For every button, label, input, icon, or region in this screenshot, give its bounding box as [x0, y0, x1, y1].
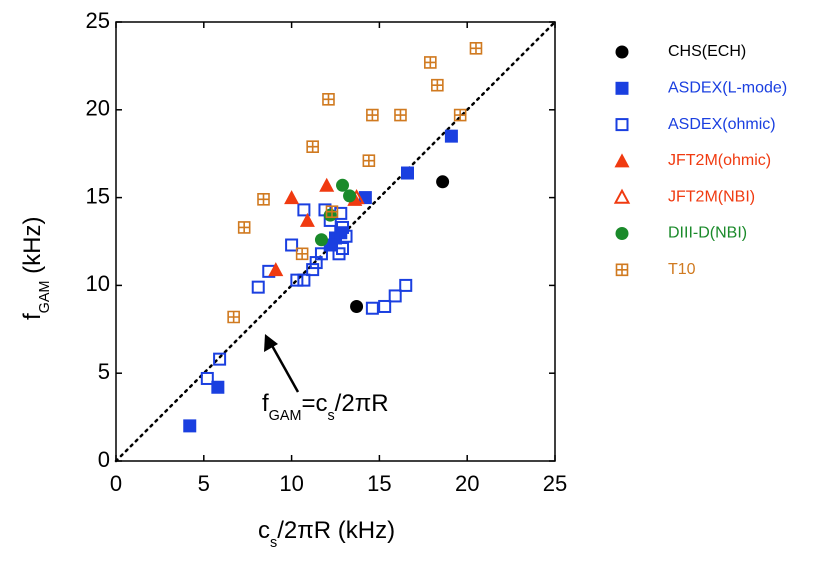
point: [285, 238, 299, 252]
point: [200, 371, 214, 385]
point: [314, 247, 328, 261]
y-tick-label: 10: [86, 271, 110, 296]
point: [306, 263, 320, 277]
point: [343, 189, 357, 203]
point: [336, 178, 350, 192]
legend-marker: [614, 153, 630, 168]
point: [399, 278, 413, 292]
point: [284, 190, 300, 205]
point: [322, 92, 335, 106]
legend-marker: [615, 227, 629, 240]
point: [251, 280, 265, 294]
annotation-part: =c: [301, 390, 327, 417]
point: [339, 229, 353, 243]
annotation-part: /2πR: [335, 390, 389, 417]
point: [400, 166, 414, 180]
y-tick-label: 0: [98, 447, 110, 472]
point: [362, 154, 376, 168]
point: [388, 289, 402, 303]
point: [350, 299, 364, 313]
point: [268, 262, 284, 277]
legend-label: CHS(ECH): [668, 43, 746, 60]
legend-marker: [615, 118, 629, 132]
point: [336, 242, 350, 256]
x-axis-label-part: c: [258, 517, 270, 544]
x-tick-label: 5: [198, 471, 210, 496]
point: [453, 108, 467, 122]
point: [257, 193, 270, 206]
y-tick-label: 15: [86, 183, 110, 208]
legend-marker: [615, 81, 629, 95]
y-tick-label: 5: [98, 359, 110, 384]
point: [213, 352, 227, 366]
point: [365, 301, 379, 315]
x-axis-label: cs/2πR (kHz): [258, 517, 395, 550]
x-tick-label: 15: [367, 471, 391, 496]
y-axis-label-part: (kHz): [19, 217, 46, 281]
legend-label: JFT2M(NBI): [668, 188, 755, 205]
point: [394, 108, 407, 122]
x-tick-label: 0: [110, 471, 122, 496]
point: [366, 108, 379, 122]
y-axis-label-part: GAM: [37, 281, 53, 314]
y-tick-label: 25: [86, 8, 110, 33]
legend-label: DIII-D(NBI): [668, 225, 747, 242]
point: [227, 310, 240, 324]
x-tick-label: 25: [543, 471, 567, 496]
point: [378, 299, 392, 313]
legend-marker: [613, 188, 631, 204]
y-tick-label: 20: [86, 96, 110, 121]
point: [299, 212, 315, 227]
point: [431, 78, 444, 92]
legend-label: T10: [668, 261, 696, 278]
point: [424, 56, 437, 69]
y-axis-label-part: f: [19, 313, 46, 320]
annotation-part: GAM: [269, 408, 302, 424]
x-tick-label: 20: [455, 471, 479, 496]
point: [323, 208, 337, 222]
plot-frame: [115, 21, 556, 462]
annotation-part: s: [327, 408, 334, 424]
point: [325, 205, 339, 218]
point: [444, 129, 458, 143]
legend-marker: [615, 263, 629, 277]
point: [297, 203, 311, 217]
point: [436, 175, 450, 189]
x-axis-label-part: /2πR (kHz): [277, 517, 395, 544]
point: [469, 42, 483, 55]
point: [290, 273, 304, 287]
point: [297, 273, 311, 287]
point: [183, 419, 197, 433]
point: [237, 221, 251, 234]
legend-label: JFT2M(ohmic): [668, 152, 771, 169]
annotation-arrow: [268, 341, 300, 393]
point: [314, 233, 328, 247]
point: [211, 380, 225, 394]
point: [319, 177, 335, 192]
point: [306, 140, 319, 153]
annotation: fGAM=cs/2πR: [262, 390, 389, 423]
legend-label: ASDEX(ohmic): [668, 116, 776, 133]
point: [336, 220, 350, 234]
legend-label: ASDEX(L-mode): [668, 80, 787, 97]
annotation-part: f: [262, 390, 269, 417]
x-axis-label-part: s: [270, 535, 277, 551]
x-tick-label: 10: [279, 471, 303, 496]
y-axis-label: fGAM (kHz): [19, 217, 52, 320]
point: [295, 247, 309, 261]
legend-marker: [615, 45, 629, 59]
annotation-arrowhead: [264, 334, 278, 352]
